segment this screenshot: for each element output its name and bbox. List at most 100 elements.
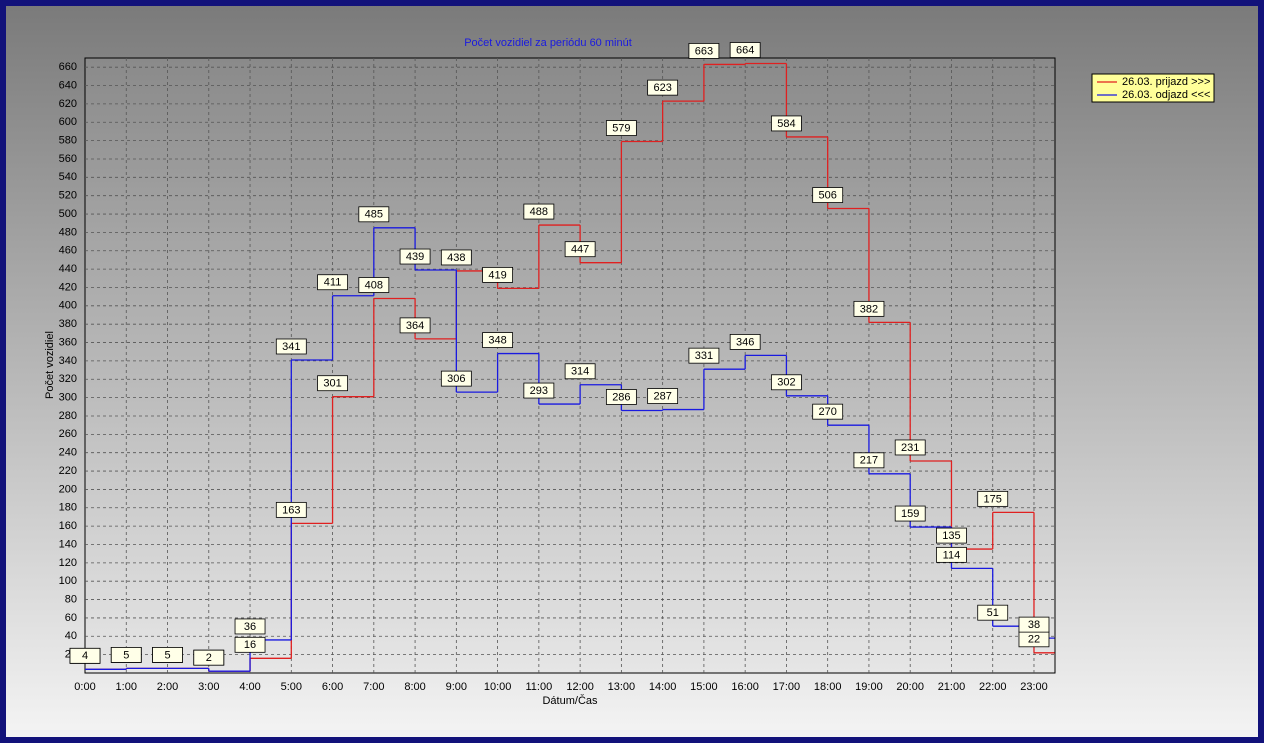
x-tick-label: 5:00 [281, 681, 302, 693]
data-label-box [110, 647, 142, 663]
data-label-box [647, 388, 679, 404]
data-label: 135 [942, 530, 960, 542]
x-tick-label: 12:00 [566, 681, 594, 693]
y-tick-label: 200 [59, 483, 77, 495]
data-label: 5 [164, 649, 170, 661]
data-label: 301 [323, 378, 341, 390]
x-tick-label: 21:00 [938, 681, 966, 693]
data-label-box [275, 338, 307, 355]
y-tick-label: 600 [59, 116, 77, 128]
data-label-box [647, 79, 679, 96]
data-label: 16 [244, 639, 256, 651]
data-label: 217 [860, 455, 878, 467]
data-label-box [812, 187, 844, 203]
x-tick-label: 0:00 [74, 681, 95, 693]
y-tick-label: 320 [59, 373, 77, 385]
y-tick-label: 540 [59, 171, 77, 183]
y-tick-label: 580 [59, 135, 77, 147]
data-label: 175 [984, 493, 1002, 505]
data-label: 419 [488, 269, 506, 281]
x-tick-label: 14:00 [649, 681, 677, 693]
x-tick-label: 16:00 [731, 681, 759, 693]
data-label: 382 [860, 303, 878, 315]
y-tick-label: 180 [59, 502, 77, 514]
data-label-box [152, 647, 183, 663]
data-label: 36 [244, 621, 256, 633]
data-label-box [523, 203, 555, 220]
data-label-box [523, 382, 555, 399]
y-tick-label: 80 [65, 593, 77, 605]
data-label: 286 [612, 391, 630, 403]
data-label: 2 [206, 652, 212, 664]
data-label: 5 [123, 649, 129, 661]
y-tick-label: 640 [59, 79, 77, 91]
data-label: 163 [282, 504, 300, 516]
x-tick-label: 22:00 [979, 681, 1007, 693]
y-tick-label: 500 [59, 208, 77, 220]
data-label-box [358, 277, 390, 293]
data-label-box [688, 347, 720, 364]
data-label: 579 [612, 122, 630, 134]
y-tick-label: 440 [59, 263, 77, 275]
data-label: 4 [82, 650, 88, 662]
data-label: 114 [943, 549, 961, 561]
y-axis-label: Počet vozidiel [44, 331, 56, 399]
x-tick-label: 13:00 [608, 681, 636, 693]
data-label-box [440, 249, 472, 266]
y-tick-label: 360 [59, 336, 77, 348]
data-label: 306 [447, 373, 465, 385]
x-tick-label: 9:00 [446, 681, 467, 693]
y-tick-label: 240 [59, 447, 77, 459]
x-tick-label: 15:00 [690, 681, 718, 693]
data-label-box [482, 266, 514, 283]
legend [1091, 73, 1215, 103]
data-label-box [399, 317, 431, 334]
data-label: 38 [1028, 619, 1040, 631]
y-tick-label: 300 [59, 392, 77, 404]
y-tick-label: 400 [59, 300, 77, 312]
data-label-box [234, 636, 266, 653]
data-label-box [275, 501, 307, 518]
data-label-box [605, 120, 637, 136]
legend-label: 26.03. prijazd >>> [1122, 76, 1210, 88]
data-label: 314 [571, 366, 589, 378]
x-tick-label: 7:00 [363, 681, 384, 693]
data-label: 346 [736, 336, 754, 348]
data-label-box [853, 452, 885, 469]
data-label: 438 [447, 252, 465, 264]
data-label: 664 [736, 44, 754, 56]
data-label-box [399, 248, 431, 265]
data-label-box [69, 647, 101, 664]
x-tick-label: 19:00 [855, 681, 883, 693]
data-label-box [1018, 616, 1050, 633]
data-label: 584 [777, 118, 795, 130]
data-label-box [234, 618, 266, 635]
data-label: 663 [695, 45, 713, 57]
y-tick-label: 380 [59, 318, 77, 330]
data-label: 348 [488, 334, 506, 346]
y-tick-label: 420 [59, 281, 77, 293]
data-label-box [317, 375, 348, 392]
data-label-box [605, 389, 637, 405]
data-label: 439 [406, 251, 424, 263]
x-tick-label: 6:00 [322, 681, 343, 693]
data-label-box [894, 439, 926, 456]
x-tick-label: 4:00 [239, 681, 260, 693]
data-label-box [771, 115, 802, 132]
y-tick-label: 460 [59, 245, 77, 257]
x-tick-label: 3:00 [198, 681, 219, 693]
data-label-box [729, 42, 761, 58]
y-tick-label: 260 [59, 428, 77, 440]
x-tick-label: 2:00 [157, 681, 178, 693]
x-tick-label: 18:00 [814, 681, 842, 693]
legend-label: 26.03. odjazd <<< [1122, 89, 1210, 101]
data-label: 293 [530, 385, 548, 397]
y-tick-label: 100 [59, 575, 77, 587]
y-tick-label: 280 [59, 410, 77, 422]
data-label-box [936, 527, 967, 544]
x-tick-label: 17:00 [773, 681, 801, 693]
y-tick-label: 620 [59, 98, 77, 110]
data-label: 485 [365, 209, 383, 221]
y-tick-label: 140 [59, 538, 77, 550]
data-label-box [482, 332, 514, 348]
